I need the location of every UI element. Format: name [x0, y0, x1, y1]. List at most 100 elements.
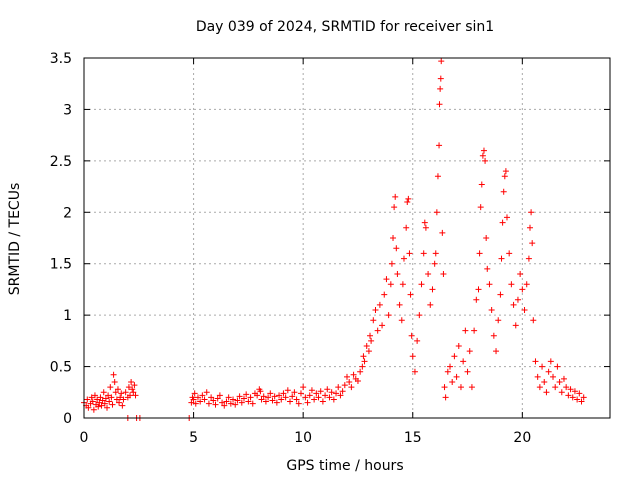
data-point [529, 240, 536, 247]
data-point [567, 386, 574, 393]
data-point [484, 265, 491, 272]
data-point [289, 393, 296, 400]
data-point [385, 312, 392, 319]
data-point [311, 396, 318, 403]
data-point [527, 224, 534, 231]
data-point [108, 394, 115, 401]
data-point [409, 353, 416, 360]
data-point [315, 394, 322, 401]
data-point [282, 394, 289, 401]
data-point [230, 396, 237, 403]
data-point [350, 371, 357, 378]
data-point [449, 379, 456, 385]
data-point [483, 235, 490, 241]
data-point [462, 327, 469, 334]
data-point [194, 394, 201, 401]
data-point [528, 209, 535, 216]
data-point [464, 368, 471, 375]
data-point [500, 188, 507, 195]
data-point [304, 399, 311, 406]
y-tick-label: 3 [63, 102, 72, 118]
data-point [406, 250, 413, 257]
data-point [96, 399, 103, 406]
data-point [571, 388, 578, 395]
data-point [372, 307, 379, 313]
data-point [98, 402, 105, 409]
data-point [480, 147, 487, 154]
data-point [295, 400, 302, 407]
data-point [130, 389, 137, 396]
data-point [510, 301, 517, 308]
data-point [422, 224, 429, 231]
data-point [560, 375, 567, 382]
data-point [404, 199, 411, 205]
data-point [482, 157, 489, 164]
data-point [201, 396, 208, 403]
data-point [512, 322, 519, 329]
data-point [478, 181, 485, 188]
data-point [284, 387, 291, 394]
data-point [400, 255, 407, 262]
data-point [257, 388, 264, 395]
data-point [381, 291, 388, 298]
data-point [473, 296, 480, 303]
y-tick-label: 2 [63, 205, 72, 221]
data-point [425, 271, 432, 277]
data-point [490, 332, 497, 339]
plot-frame [83, 57, 611, 419]
data-point [84, 396, 91, 403]
data-point [477, 204, 484, 211]
data-point [453, 373, 460, 380]
data-point [502, 168, 509, 175]
data-point [122, 389, 129, 396]
data-point [247, 394, 254, 401]
data-point [416, 312, 423, 319]
data-point [219, 399, 226, 406]
data-point [488, 307, 495, 313]
data-point [269, 397, 276, 404]
data-point [367, 332, 374, 339]
data-point [420, 250, 427, 257]
data-point [569, 394, 576, 401]
data-point [414, 337, 421, 344]
data-point [95, 403, 102, 410]
data-point [427, 301, 434, 308]
x-tick-label: 0 [80, 430, 89, 446]
data-point [106, 398, 113, 405]
data-point [433, 209, 440, 216]
data-point [97, 394, 104, 401]
data-point [390, 235, 397, 241]
grid [84, 58, 610, 418]
data-point [550, 373, 557, 380]
data-point [243, 391, 250, 398]
data-point [258, 396, 265, 403]
data-point [339, 388, 346, 395]
data-point [335, 384, 342, 391]
data-point [192, 400, 199, 407]
data-point [344, 373, 350, 380]
data-point [437, 75, 444, 82]
data-point [359, 363, 366, 370]
data-point [337, 392, 344, 399]
y-tick-label: 0.5 [50, 360, 72, 376]
data-point [112, 389, 119, 396]
data-point [536, 384, 543, 391]
data-point [102, 395, 109, 402]
y-tick-label: 3.5 [50, 51, 72, 67]
data-point [109, 401, 116, 408]
data-point [291, 389, 298, 396]
data-point [107, 384, 114, 391]
data-point [497, 291, 504, 298]
data-point [468, 384, 475, 391]
data-point [495, 317, 502, 324]
data-point [501, 173, 508, 180]
data-point [479, 152, 486, 159]
data-point [85, 404, 92, 411]
data-point [210, 397, 217, 404]
data-point [379, 322, 386, 329]
data-point [221, 402, 228, 409]
data-point [403, 224, 410, 231]
data-point [208, 394, 215, 401]
data-point [346, 379, 353, 385]
data-point [393, 245, 400, 252]
